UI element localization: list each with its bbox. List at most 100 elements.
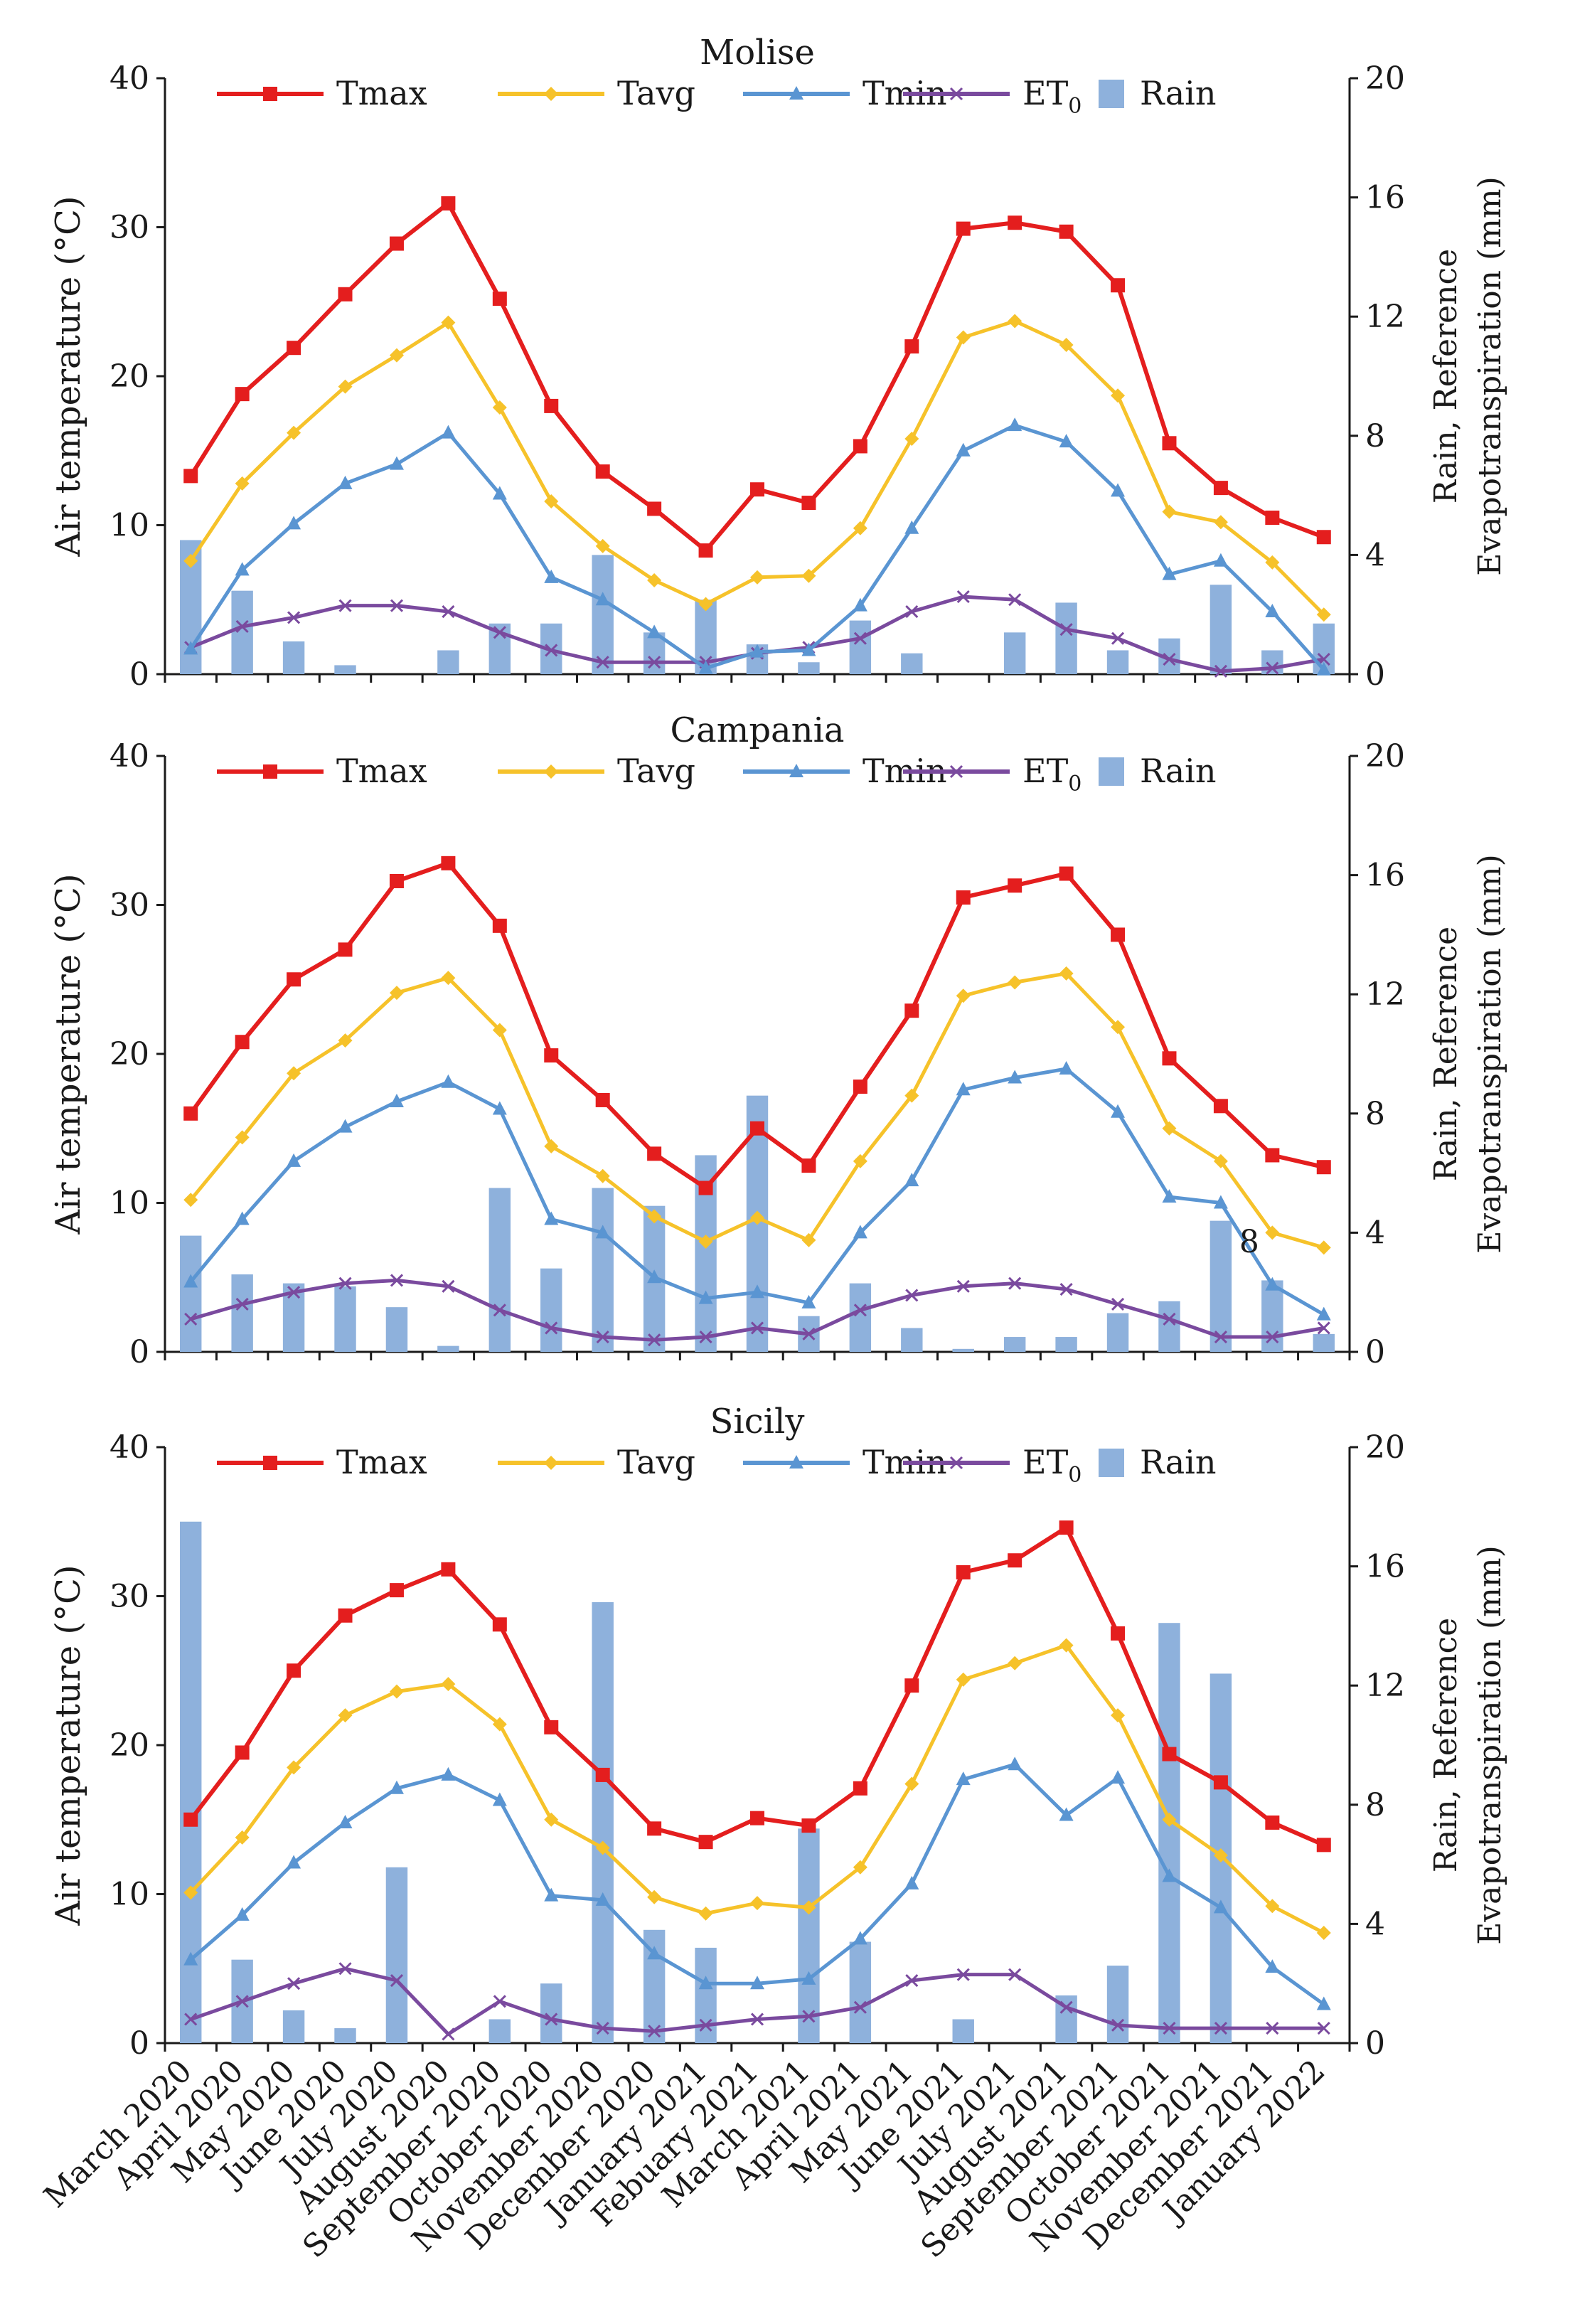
legend-marker-tmax — [263, 764, 277, 779]
y2-tick-label: 4 — [1365, 1215, 1385, 1251]
tmin-point — [698, 1976, 713, 1990]
tmin-point — [1265, 604, 1280, 618]
et0-point — [905, 604, 919, 619]
rain-bar — [488, 2019, 511, 2043]
tavg-point — [647, 1209, 662, 1224]
y2-tick-label: 20 — [1365, 738, 1405, 774]
rain-bar — [1003, 1337, 1026, 1352]
tmax-point — [1316, 1838, 1331, 1853]
legend-label-tavg: Tavg — [617, 74, 695, 112]
et0-point — [1214, 1330, 1227, 1344]
legend-label-tavg: Tavg — [617, 1443, 695, 1481]
rain-bar — [437, 650, 459, 674]
tmin-point — [389, 1780, 404, 1794]
tmax-point — [183, 1812, 198, 1827]
et0-point — [287, 1286, 301, 1299]
y2-tick-label: 8 — [1365, 1096, 1385, 1132]
legend-marker-tmin — [789, 1455, 803, 1469]
tmax-point — [287, 341, 301, 356]
tmin-point — [647, 1269, 662, 1284]
legend-item-tavg: Tavg — [498, 1443, 695, 1481]
tmax-point — [1162, 436, 1177, 451]
et0-point — [596, 656, 609, 669]
tmin-point — [1059, 1807, 1074, 1821]
y2-tick-label: 0 — [1365, 656, 1385, 693]
tavg-point — [698, 597, 713, 612]
tmax-point — [750, 482, 764, 497]
et0-point — [442, 2027, 455, 2041]
tmin-point — [544, 1887, 559, 1902]
tavg-point — [338, 379, 353, 394]
y2-axis-title-line1: Rain, Reference — [1428, 249, 1464, 503]
et0-point — [1266, 1330, 1279, 1344]
legend-item-tmax: Tmax — [217, 752, 427, 790]
tmin-point — [904, 1173, 919, 1187]
tmin-point — [183, 1951, 198, 1966]
chart-panel-sicily: 0 10 20 30 40 0 4 8 12 16 20 Air temperature (°C) Ra… — [48, 1402, 1508, 2062]
rain-bar — [180, 1235, 202, 1352]
tmax-point — [1162, 1747, 1177, 1761]
tmax-point — [492, 292, 507, 307]
tmax-point — [287, 972, 301, 987]
et0-point — [1163, 2021, 1176, 2035]
y2-tick-label: 20 — [1365, 1429, 1405, 1466]
tmin-point — [492, 1101, 507, 1115]
tmax-point — [544, 1720, 559, 1734]
tmax-point — [956, 1565, 971, 1579]
legend-label-rain: Rain — [1140, 752, 1216, 790]
tmax-point — [698, 1835, 713, 1850]
tmax-point — [235, 1035, 250, 1050]
tmax-point — [647, 1821, 662, 1836]
legend-marker-tavg — [544, 764, 558, 779]
tavg-point — [1162, 1121, 1177, 1136]
tavg-point — [1008, 314, 1022, 329]
tmin-point — [235, 1907, 250, 1921]
chart-title: Sicily — [710, 1402, 805, 1441]
tmin-point — [801, 1294, 816, 1308]
y2-tick-label: 20 — [1365, 60, 1405, 97]
tmin-point — [595, 1892, 610, 1906]
tmin-point — [1008, 1070, 1022, 1084]
legend-marker-tmax — [263, 87, 277, 101]
y-tick-label: 40 — [110, 738, 149, 774]
tmax-point — [956, 890, 971, 905]
et0-point — [853, 2000, 867, 2014]
y2-tick-label: 12 — [1365, 299, 1405, 335]
tavg-point — [647, 1889, 662, 1904]
tavg-point — [853, 1153, 867, 1168]
legend-item-rain: Rain — [1099, 752, 1216, 790]
y-axis-title: Air temperature (°C) — [48, 196, 88, 557]
rain-bar — [1261, 1280, 1283, 1352]
tmin-point — [1316, 1306, 1331, 1321]
tmax-point — [338, 1608, 353, 1623]
legend-marker-tavg — [544, 1456, 558, 1470]
et0-point — [956, 1279, 970, 1293]
et0-point — [442, 604, 455, 619]
tavg-point — [904, 1776, 919, 1791]
y-tick-label: 10 — [110, 508, 149, 544]
tavg-point — [750, 570, 764, 585]
legend-marker-tmin — [789, 764, 803, 777]
tmin-point — [956, 442, 971, 457]
tavg-point — [441, 315, 456, 330]
legend-label-tmax: Tmax — [336, 1443, 427, 1481]
tmax-point — [1008, 1553, 1022, 1568]
tmin-point — [441, 1766, 456, 1781]
y2-axis-title-line2: Evapotranspiration (mm) — [1472, 1545, 1508, 1945]
tmin-point — [698, 660, 713, 674]
et0-point — [596, 2021, 609, 2035]
tmax-point — [801, 1818, 816, 1833]
tavg-point — [1111, 1708, 1126, 1723]
y2-axis-title-line2: Evapotranspiration (mm) — [1472, 176, 1508, 576]
et0-point — [1111, 2018, 1125, 2032]
tavg-point — [389, 986, 404, 1001]
y2-tick-label: 8 — [1365, 1787, 1385, 1823]
tmin-point — [1213, 1195, 1228, 1209]
tmax-point — [1059, 224, 1074, 239]
tmin-point — [287, 516, 301, 530]
tmax-point — [235, 387, 250, 402]
tmax-point — [235, 1745, 250, 1760]
y-axis-title: Air temperature (°C) — [48, 873, 88, 1235]
tmin-point — [389, 1094, 404, 1108]
